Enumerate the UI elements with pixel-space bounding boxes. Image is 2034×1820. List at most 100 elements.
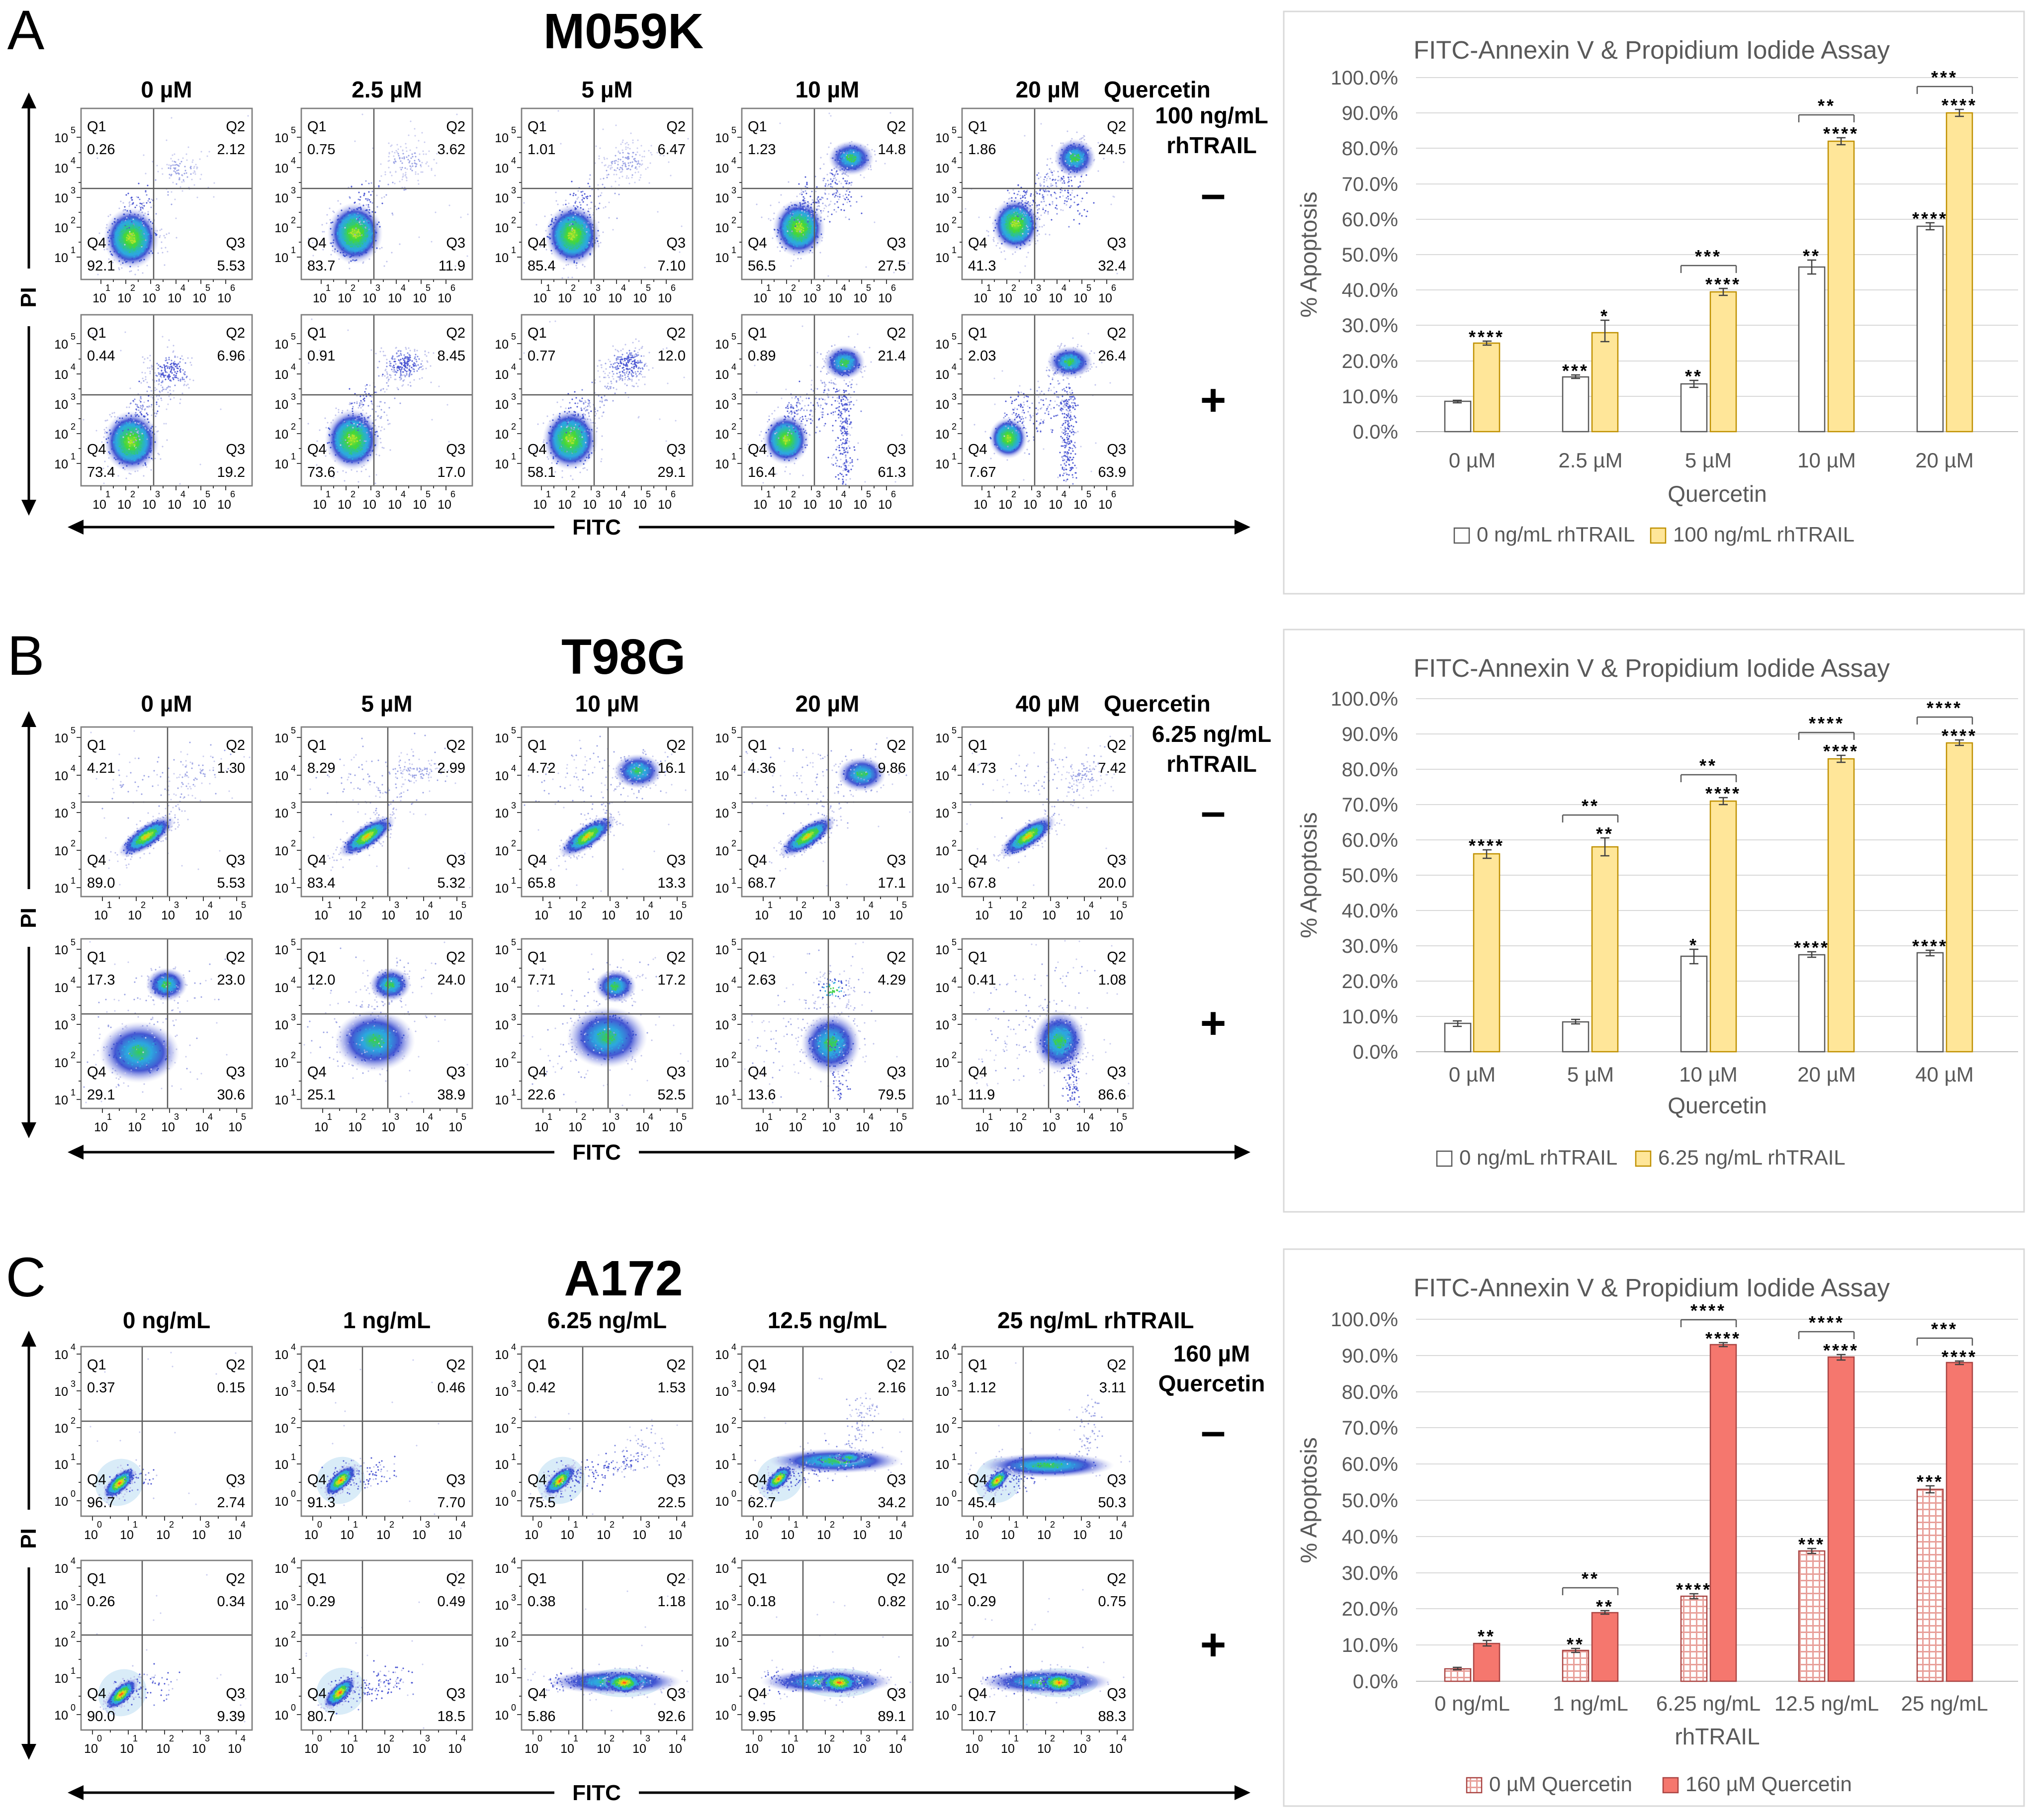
- svg-text:11.9: 11.9: [968, 1087, 995, 1103]
- svg-text:0.82: 0.82: [878, 1594, 906, 1610]
- svg-text:**: **: [1567, 1634, 1585, 1654]
- svg-text:4: 4: [952, 975, 957, 985]
- svg-text:56.5: 56.5: [748, 258, 776, 274]
- svg-text:2: 2: [1050, 1733, 1055, 1743]
- svg-text:T98G: T98G: [561, 629, 686, 685]
- svg-text:80.0%: 80.0%: [1342, 1381, 1398, 1403]
- svg-text:5: 5: [646, 489, 651, 499]
- svg-text:10: 10: [274, 1056, 288, 1070]
- svg-text:13.3: 13.3: [658, 875, 686, 891]
- svg-text:0 ng/mL: 0 ng/mL: [123, 1307, 210, 1333]
- svg-text:10: 10: [274, 1458, 288, 1472]
- svg-text:Q1: Q1: [87, 119, 106, 135]
- svg-text:1: 1: [326, 489, 331, 499]
- svg-text:83.7: 83.7: [307, 258, 335, 274]
- svg-text:10: 10: [755, 909, 769, 922]
- svg-text:5: 5: [511, 937, 516, 947]
- svg-text:8.29: 8.29: [307, 760, 335, 776]
- svg-text:4: 4: [1061, 283, 1066, 293]
- svg-text:2: 2: [291, 1050, 296, 1060]
- svg-text:3: 3: [731, 185, 736, 195]
- svg-text:10: 10: [715, 1709, 729, 1723]
- svg-text:FITC: FITC: [572, 1781, 621, 1805]
- svg-text:2.5 µM: 2.5 µM: [352, 77, 422, 102]
- svg-text:10: 10: [340, 1528, 354, 1542]
- svg-text:10: 10: [274, 1348, 288, 1362]
- svg-text:10: 10: [715, 882, 729, 896]
- svg-text:10: 10: [304, 1528, 318, 1542]
- svg-text:10: 10: [495, 1636, 509, 1649]
- svg-text:10: 10: [935, 1093, 949, 1107]
- svg-text:Q1: Q1: [528, 737, 547, 753]
- svg-text:10: 10: [658, 498, 672, 512]
- svg-text:0 µM: 0 µM: [1449, 449, 1496, 472]
- svg-text:10: 10: [658, 291, 672, 305]
- svg-text:10: 10: [935, 1636, 949, 1649]
- svg-text:10: 10: [822, 1120, 836, 1134]
- svg-text:10: 10: [975, 909, 989, 922]
- svg-text:10: 10: [448, 1528, 462, 1542]
- svg-text:1: 1: [511, 1088, 516, 1097]
- svg-text:2: 2: [71, 1050, 76, 1060]
- svg-text:10: 10: [495, 1562, 509, 1576]
- svg-text:1: 1: [71, 1088, 76, 1097]
- svg-text:Q4: Q4: [748, 1064, 767, 1080]
- svg-text:5: 5: [511, 125, 516, 135]
- svg-text:Q2: Q2: [226, 1571, 245, 1587]
- svg-text:10: 10: [558, 498, 572, 512]
- svg-text:Q3: Q3: [666, 1472, 686, 1488]
- svg-text:10: 10: [715, 1636, 729, 1649]
- svg-text:10: 10: [534, 909, 548, 922]
- svg-text:85.4: 85.4: [528, 258, 555, 274]
- svg-text:5.32: 5.32: [438, 875, 465, 891]
- svg-text:1: 1: [511, 876, 516, 886]
- svg-text:4: 4: [241, 1520, 246, 1530]
- svg-text:10: 10: [1023, 498, 1037, 512]
- svg-text:73.4: 73.4: [87, 464, 115, 480]
- svg-text:24.5: 24.5: [1098, 142, 1126, 158]
- svg-text:10: 10: [54, 1018, 68, 1032]
- svg-text:96.7: 96.7: [87, 1495, 115, 1511]
- svg-text:10: 10: [1049, 498, 1062, 512]
- svg-text:10: 10: [1076, 1120, 1090, 1134]
- svg-text:1: 1: [988, 900, 993, 910]
- svg-text:10: 10: [1049, 291, 1062, 305]
- svg-text:10 µM: 10 µM: [1797, 449, 1856, 472]
- svg-text:4: 4: [952, 362, 957, 372]
- svg-text:1: 1: [952, 452, 957, 461]
- svg-text:3: 3: [155, 489, 160, 499]
- svg-text:100.0%: 100.0%: [1330, 1309, 1398, 1331]
- svg-text:2: 2: [610, 1733, 615, 1743]
- svg-text:10: 10: [142, 498, 156, 512]
- svg-text:4: 4: [511, 1556, 516, 1566]
- svg-text:****: ****: [1823, 741, 1859, 761]
- svg-text:10: 10: [715, 131, 729, 145]
- svg-text:Q2: Q2: [226, 325, 245, 341]
- svg-text:1: 1: [353, 1520, 358, 1530]
- svg-text:Q1: Q1: [87, 949, 106, 965]
- svg-text:5: 5: [71, 332, 76, 342]
- svg-text:Q3: Q3: [1107, 1472, 1126, 1488]
- svg-text:13.6: 13.6: [748, 1087, 776, 1103]
- svg-text:Q4: Q4: [87, 1064, 106, 1080]
- svg-text:2: 2: [1022, 1112, 1027, 1122]
- svg-text:10: 10: [54, 731, 68, 745]
- svg-text:10: 10: [92, 498, 106, 512]
- svg-text:6.96: 6.96: [217, 348, 245, 364]
- svg-text:50.0%: 50.0%: [1342, 865, 1398, 887]
- svg-text:Q4: Q4: [748, 1686, 767, 1702]
- svg-text:10.0%: 10.0%: [1342, 1635, 1398, 1656]
- svg-text:10: 10: [274, 1709, 288, 1723]
- svg-text:10: 10: [54, 807, 68, 820]
- svg-text:5.53: 5.53: [217, 875, 245, 891]
- svg-text:Q4: Q4: [968, 1686, 987, 1702]
- svg-text:+: +: [1200, 1620, 1227, 1670]
- svg-text:5: 5: [731, 125, 736, 135]
- svg-text:Q2: Q2: [666, 737, 686, 753]
- svg-text:10: 10: [192, 1742, 206, 1756]
- svg-text:10: 10: [1009, 1120, 1023, 1134]
- svg-text:10: 10: [1001, 1742, 1015, 1756]
- svg-text:0 µM Quercetin: 0 µM Quercetin: [1489, 1772, 1632, 1796]
- svg-text:2: 2: [291, 422, 296, 432]
- svg-text:****: ****: [1469, 327, 1504, 347]
